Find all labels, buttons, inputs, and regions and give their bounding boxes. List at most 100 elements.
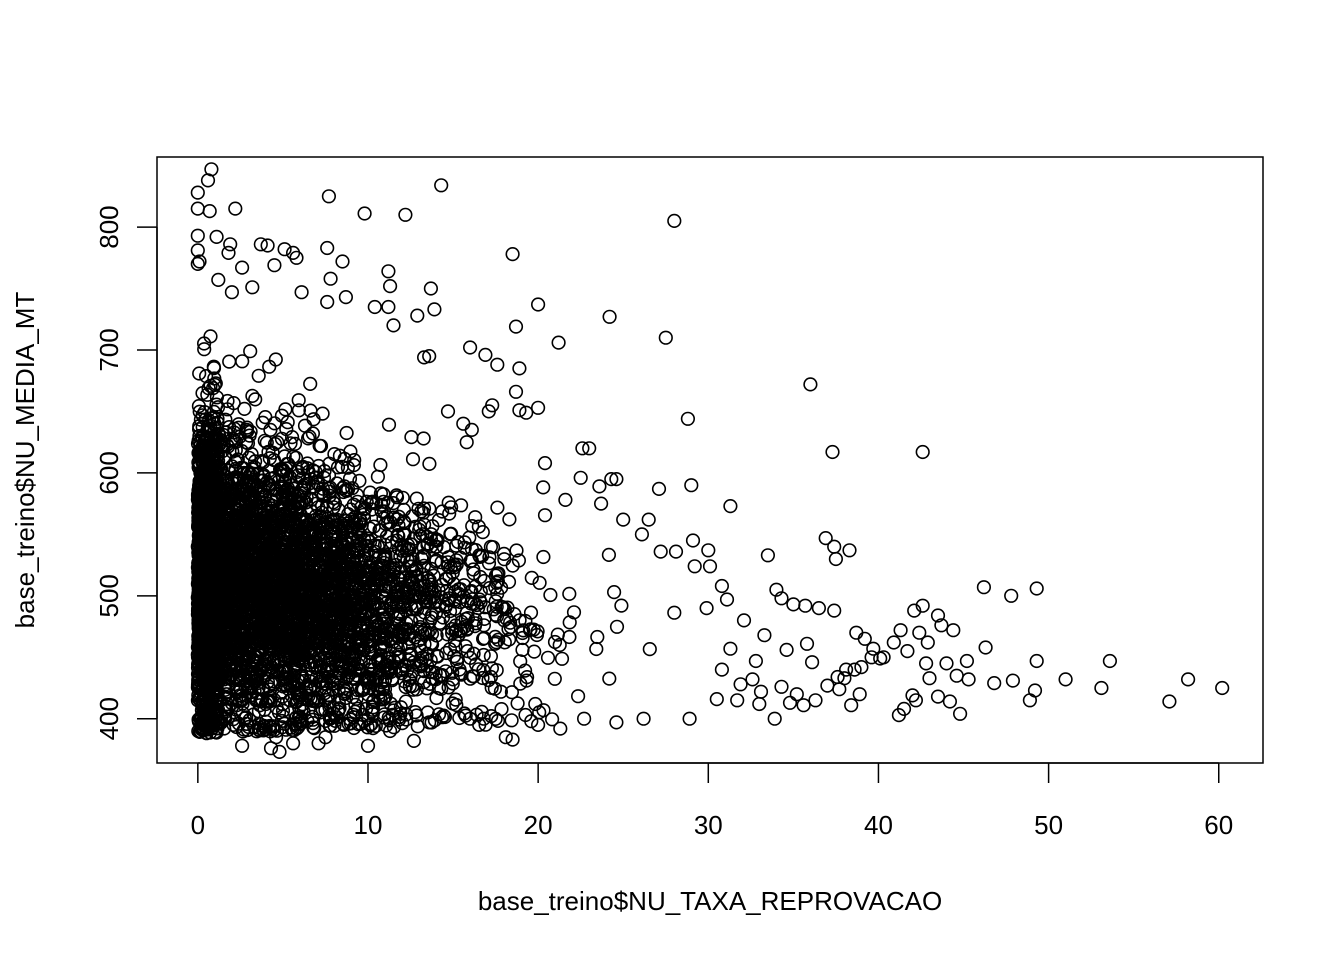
data-point — [562, 629, 577, 645]
data-point — [489, 635, 504, 650]
data-point — [497, 602, 513, 617]
data-point — [252, 723, 267, 738]
data-point — [381, 417, 397, 432]
data-point — [291, 682, 307, 697]
data-point — [490, 500, 505, 515]
data-point — [274, 685, 289, 700]
data-point — [469, 597, 484, 613]
data-point — [271, 705, 287, 720]
data-point — [301, 431, 316, 446]
data-point — [408, 519, 423, 535]
data-point — [412, 522, 427, 537]
data-point — [255, 508, 270, 523]
data-point — [354, 683, 369, 698]
data-point — [274, 408, 290, 423]
data-point — [343, 444, 358, 459]
data-point — [350, 701, 366, 716]
data-point — [320, 585, 335, 600]
data-point — [249, 668, 264, 683]
data-point — [424, 607, 440, 623]
data-point — [298, 602, 314, 617]
data-point — [445, 696, 460, 711]
data-point — [209, 626, 224, 642]
data-point — [484, 680, 499, 695]
data-point — [416, 663, 431, 679]
data-point — [466, 566, 481, 581]
data-point — [385, 673, 400, 688]
data-point — [324, 710, 339, 725]
data-point — [212, 693, 227, 708]
data-point — [279, 422, 294, 437]
data-point — [667, 605, 682, 620]
data-point — [544, 712, 560, 727]
data-point — [399, 707, 414, 722]
data-point — [365, 720, 381, 736]
data-point — [377, 710, 392, 725]
data-point — [445, 621, 460, 637]
data-point — [452, 710, 467, 726]
data-point — [254, 454, 269, 469]
data-point — [416, 501, 432, 516]
data-point — [364, 646, 380, 662]
data-point — [222, 354, 237, 369]
data-point — [195, 386, 210, 401]
data-point — [224, 459, 240, 474]
data-point — [335, 658, 350, 673]
data-point — [601, 547, 617, 563]
data-point — [209, 682, 224, 697]
data-point — [460, 643, 475, 659]
data-point — [312, 438, 327, 453]
data-point — [234, 656, 249, 672]
data-point — [532, 575, 547, 590]
data-point — [297, 529, 312, 545]
data-point — [381, 515, 396, 531]
data-point — [404, 572, 419, 587]
data-point — [345, 609, 360, 624]
data-point — [306, 412, 321, 427]
data-point — [211, 711, 226, 727]
data-point — [227, 421, 242, 436]
data-point — [422, 456, 437, 472]
data-point — [376, 635, 391, 650]
data-point — [562, 586, 577, 602]
data-point — [432, 615, 448, 631]
data-point — [476, 631, 491, 647]
data-point — [203, 378, 218, 393]
data-point — [303, 376, 318, 392]
data-point — [366, 519, 381, 534]
data-point — [258, 696, 274, 712]
data-point — [231, 565, 246, 581]
data-point — [467, 618, 483, 634]
data-point — [322, 700, 337, 715]
data-point — [349, 691, 364, 706]
data-point — [243, 344, 258, 359]
data-point — [210, 400, 226, 415]
data-point — [291, 393, 306, 408]
data-point — [278, 577, 293, 592]
data-point — [324, 660, 339, 675]
data-point — [390, 527, 405, 543]
data-point — [225, 484, 240, 499]
data-point — [513, 654, 528, 669]
data-point — [374, 637, 389, 652]
data-point — [442, 569, 457, 584]
data-point — [491, 632, 506, 647]
data-point — [489, 609, 505, 624]
data-point — [321, 657, 337, 672]
data-point — [257, 544, 272, 559]
data-point — [275, 709, 291, 724]
data-point — [540, 650, 556, 665]
data-point — [198, 412, 213, 427]
data-point — [195, 455, 210, 470]
data-point — [570, 689, 586, 704]
data-point — [389, 598, 404, 613]
data-point — [197, 405, 212, 420]
data-point — [428, 672, 444, 687]
data-point — [500, 600, 515, 615]
data-point — [297, 551, 313, 566]
data-point — [488, 568, 504, 583]
data-point — [454, 498, 469, 513]
data-point — [430, 649, 445, 664]
data-point — [460, 593, 475, 609]
